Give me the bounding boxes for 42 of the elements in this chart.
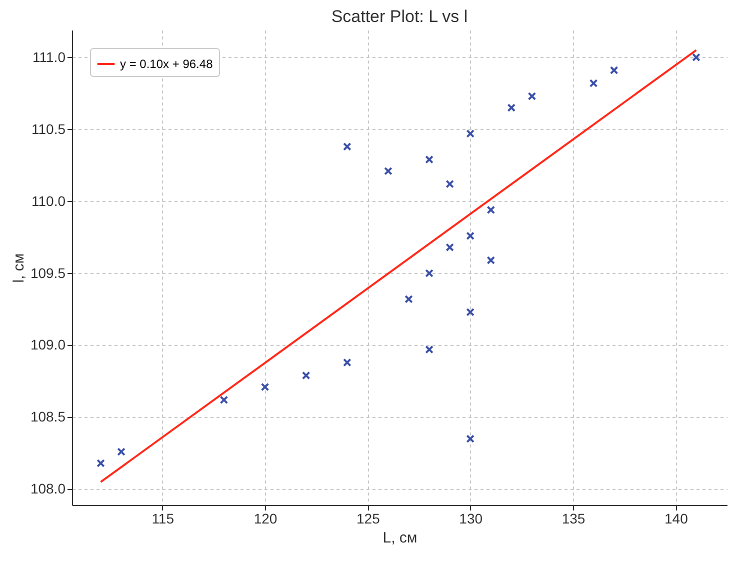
x-tick-label: 130 xyxy=(459,510,483,526)
point xyxy=(404,295,413,304)
point xyxy=(446,243,454,252)
y-tick-label: 111.0 xyxy=(32,48,66,65)
point xyxy=(589,79,598,88)
y-tick-label: 109.0 xyxy=(30,336,66,353)
point xyxy=(117,448,126,456)
point xyxy=(302,371,310,380)
point xyxy=(342,358,352,367)
point xyxy=(486,256,496,264)
x-tick-label: 120 xyxy=(254,510,278,526)
point xyxy=(507,104,516,112)
y-tick-label: 109.5 xyxy=(30,264,66,281)
point xyxy=(486,206,496,214)
x-tick-label: 135 xyxy=(562,510,586,526)
point xyxy=(446,180,454,188)
x-axis-title: L, см xyxy=(382,530,418,546)
x-tick-label: 125 xyxy=(356,510,380,526)
chart-title: Scatter Plot: L vs l xyxy=(331,7,468,26)
point xyxy=(692,53,700,62)
point xyxy=(425,269,434,278)
point xyxy=(466,232,474,240)
point xyxy=(342,142,352,151)
y-axis-title: l, см xyxy=(10,253,28,283)
y-tick-label: 110.0 xyxy=(32,192,66,209)
point xyxy=(466,129,474,138)
point xyxy=(466,434,474,443)
point xyxy=(528,92,536,100)
y-tick-label: 108.5 xyxy=(30,408,66,425)
point xyxy=(425,345,434,354)
legend-label: y = 0.10x + 96.48 xyxy=(120,57,214,71)
x-tick-label: 115 xyxy=(152,510,174,526)
point xyxy=(384,166,392,176)
point xyxy=(425,155,434,164)
point xyxy=(610,66,618,74)
y-tick-label: 110.5 xyxy=(32,120,66,137)
point xyxy=(260,382,270,392)
y-tick-label: 108.0 xyxy=(30,480,66,497)
point xyxy=(466,308,474,316)
point xyxy=(220,396,228,404)
point xyxy=(96,459,105,468)
x-tick-label: 140 xyxy=(664,510,688,526)
